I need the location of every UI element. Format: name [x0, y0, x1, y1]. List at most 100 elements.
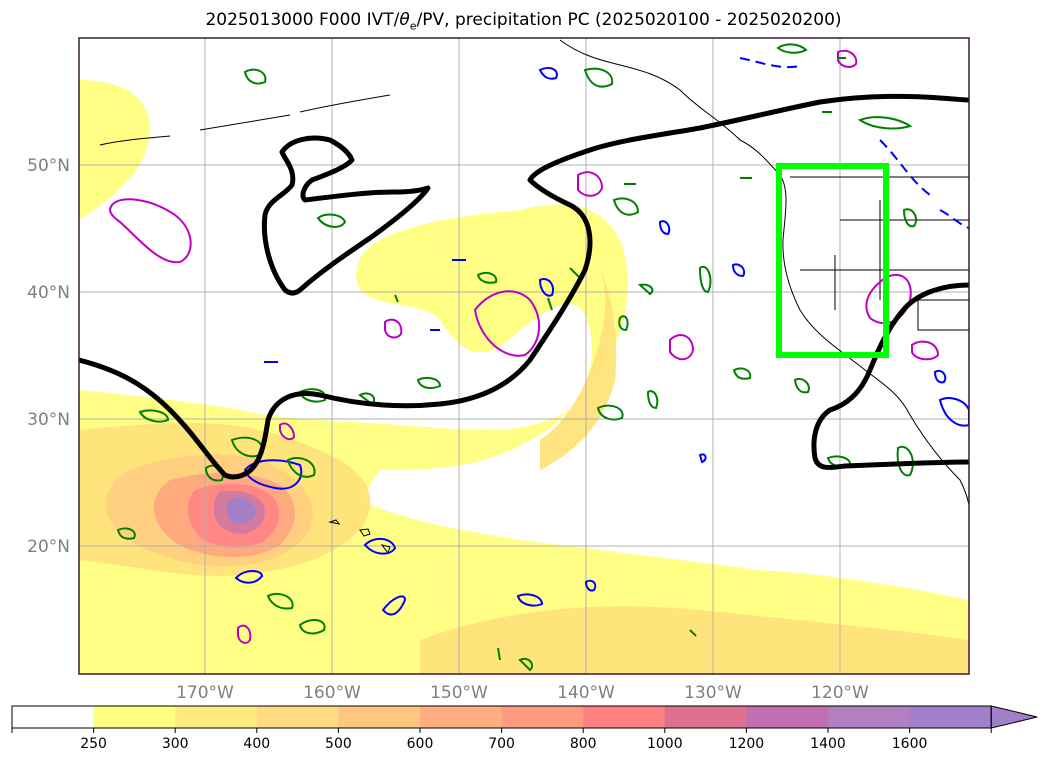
- precip-contour: [837, 49, 858, 68]
- colorbar-tick-label: 1200: [729, 736, 765, 752]
- theta-e-contour: [298, 388, 327, 403]
- colorbar-tick-label: 1600: [892, 736, 928, 752]
- theta-e-contour: [476, 272, 498, 284]
- pv-contour: [516, 593, 544, 607]
- colorbar-segment: [256, 706, 339, 728]
- graticule: [79, 38, 969, 674]
- ivt-contour-closed-low: [261, 135, 431, 296]
- lat-axis-labels: 50°N 40°N 30°N 20°N: [27, 156, 70, 557]
- title-suffix: /PV, precipitation PC (2025020100 - 2025…: [416, 10, 842, 30]
- ivt-contour-east: [811, 282, 969, 471]
- lon-label-150w: 150°W: [430, 683, 488, 703]
- theta-e-contour: [624, 57, 846, 185]
- theta-e-contour: [204, 464, 224, 482]
- colorbar-tick-label: 400: [243, 736, 270, 752]
- colorbar-segment: [828, 706, 911, 728]
- map-plot: [79, 38, 969, 674]
- highlight-box: [776, 163, 889, 358]
- colorbar-segment: [12, 706, 95, 728]
- hawaiian-islands: [328, 519, 391, 555]
- colorbar-tick-label: 250: [80, 736, 107, 752]
- colorbar-segment: [338, 706, 421, 728]
- ivt-contours: [79, 93, 969, 480]
- theta-e-contour: [394, 283, 654, 303]
- colorbar-tick-label: 500: [325, 736, 352, 752]
- title-theta: θ: [399, 10, 410, 30]
- precip-contour: [279, 422, 296, 441]
- precip-contour: [577, 171, 604, 197]
- aleutian-islands: [99, 94, 391, 146]
- map-frame: [78, 37, 970, 675]
- lat-label-20n: 20°N: [27, 537, 70, 557]
- colorbar-segment: [93, 706, 176, 728]
- coastlines: [99, 39, 969, 555]
- pv-contour: [264, 259, 707, 464]
- pv-contours: [234, 57, 969, 616]
- theta-e-contour: [776, 43, 808, 54]
- pv-contour: [234, 570, 264, 584]
- theta-e-contour: [698, 265, 712, 294]
- colorbar-segment: [664, 706, 747, 728]
- precip-contour: [109, 198, 192, 264]
- colorbar-tick-label: 600: [407, 736, 434, 752]
- pv-contour: [658, 220, 671, 236]
- theta-e-contour: [416, 377, 442, 389]
- colorbar: 250 300 400 500 600 700 800 1000 1200 1400 1600: [11, 705, 1038, 752]
- colorbar-tick-label: 1400: [810, 736, 846, 752]
- lon-label-160w: 160°W: [303, 683, 361, 703]
- colorbar-segment: [583, 706, 666, 728]
- colorbar-segment: [175, 706, 258, 728]
- colorbar-tick-label: 1000: [647, 736, 683, 752]
- lat-label-30n: 30°N: [27, 410, 70, 430]
- colorbar-extend-arrow: [990, 705, 1038, 729]
- colorbar-segment: [501, 706, 584, 728]
- pv-contour: [938, 397, 969, 427]
- theta-e-contour: [618, 315, 629, 332]
- theta-e-contour: [266, 592, 294, 610]
- theta-e-contour: [116, 527, 136, 540]
- theta-e-contour: [243, 68, 267, 85]
- pv-contour: [739, 57, 969, 229]
- lat-label-50n: 50°N: [27, 156, 70, 176]
- theta-e-contour: [857, 116, 913, 130]
- ivt-band-1600: [226, 497, 256, 524]
- precip-contour: [473, 290, 541, 357]
- lon-label-120w: 120°W: [811, 683, 869, 703]
- north-america-coast: [559, 39, 969, 506]
- lon-label-170w: 170°W: [176, 683, 234, 703]
- colorbar-segment: [420, 706, 503, 728]
- theta-e-contour: [902, 208, 918, 228]
- colorbar-tick-label: 300: [162, 736, 189, 752]
- title-prefix: 2025013000 F000 IVT/: [205, 10, 400, 30]
- precip-contour: [911, 340, 940, 361]
- theta-e-contour: [732, 367, 752, 380]
- pv-contour: [363, 537, 397, 555]
- theta-e-contour: [316, 213, 347, 228]
- pv-contour: [243, 459, 303, 490]
- precip-contour: [237, 624, 252, 644]
- lon-axis-labels: 170°W 160°W 150°W 140°W 130°W 120°W: [176, 683, 869, 703]
- pv-contour: [584, 579, 597, 592]
- theta-e-contour: [596, 404, 624, 421]
- colorbar-segment: [909, 706, 992, 728]
- theta-e-contour: [583, 67, 614, 88]
- theta-e-contour: [497, 267, 697, 672]
- colorbar-tick-label: 800: [570, 736, 597, 752]
- ivt-contour-pacific: [79, 93, 969, 480]
- pv-contour: [933, 370, 947, 384]
- lon-label-140w: 140°W: [557, 683, 615, 703]
- precip-contour: [669, 334, 695, 361]
- theta-e-contours: [116, 43, 918, 672]
- lat-label-40n: 40°N: [27, 283, 70, 303]
- figure-title: 2025013000 F000 IVT/θe/PV, precipitation…: [0, 10, 1047, 32]
- title-theta-subscript: e: [409, 19, 417, 33]
- colorbar-segment: [746, 706, 829, 728]
- pv-contour: [538, 278, 554, 297]
- theta-e-contour: [298, 618, 326, 635]
- theta-e-contour: [286, 456, 316, 478]
- precip-contour: [384, 318, 403, 339]
- theta-e-contour: [793, 378, 810, 394]
- pv-contour: [731, 263, 746, 278]
- theta-e-contour: [612, 197, 640, 216]
